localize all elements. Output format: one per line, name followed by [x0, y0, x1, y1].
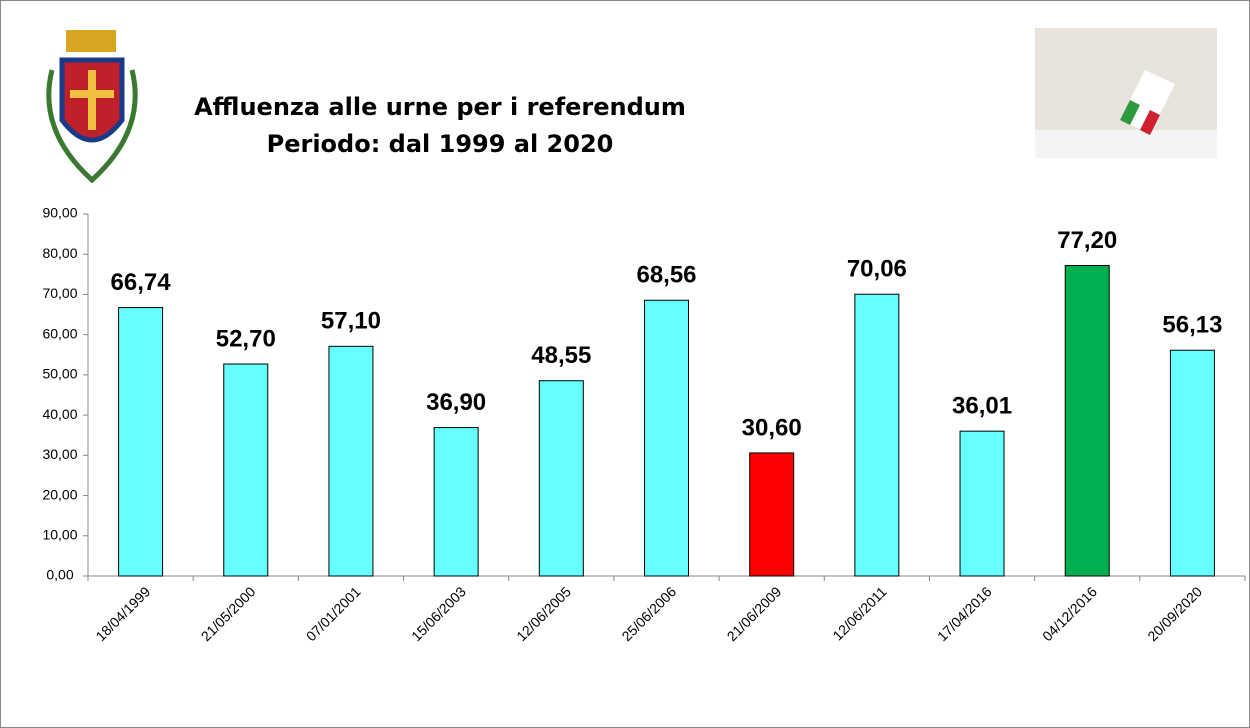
bar [644, 299, 689, 577]
y-tick-label: 20,00 [42, 486, 77, 502]
value-label: 66,74 [111, 269, 172, 296]
bar [1064, 264, 1110, 577]
value-label: 36,01 [952, 393, 1012, 420]
value-label: 68,56 [636, 262, 696, 289]
bar [749, 452, 795, 577]
y-tick-label: 40,00 [42, 406, 77, 422]
y-tick-label: 10,00 [42, 526, 77, 542]
bar [538, 380, 584, 577]
y-tick-label: 70,00 [42, 285, 77, 301]
chart-title: Affluenza alle urne per i referendum [194, 93, 686, 121]
value-label: 77,20 [1057, 227, 1117, 254]
bar [223, 363, 269, 577]
bar [433, 427, 479, 577]
y-tick-label: 60,00 [42, 325, 77, 341]
y-tick-label: 30,00 [42, 446, 77, 462]
value-label: 57,10 [321, 308, 381, 335]
bar [854, 293, 900, 577]
value-label: 70,06 [847, 256, 907, 283]
constitution-image [1035, 28, 1217, 158]
chart-subtitle: Periodo: dal 1999 al 2020 [267, 130, 614, 158]
emblem [46, 30, 138, 184]
bar [118, 307, 164, 577]
value-label: 52,70 [216, 325, 276, 352]
y-tick-label: 0,00 [46, 567, 73, 583]
value-label: 30,60 [742, 414, 802, 441]
bar [328, 345, 374, 577]
bar [959, 430, 1005, 577]
y-tick-label: 80,00 [42, 245, 77, 261]
y-tick-label: 90,00 [42, 205, 77, 221]
value-label: 48,55 [531, 342, 591, 369]
bar [1169, 349, 1215, 577]
value-label: 36,90 [426, 389, 486, 416]
y-tick-label: 50,00 [42, 366, 77, 382]
value-label: 56,13 [1162, 312, 1222, 339]
